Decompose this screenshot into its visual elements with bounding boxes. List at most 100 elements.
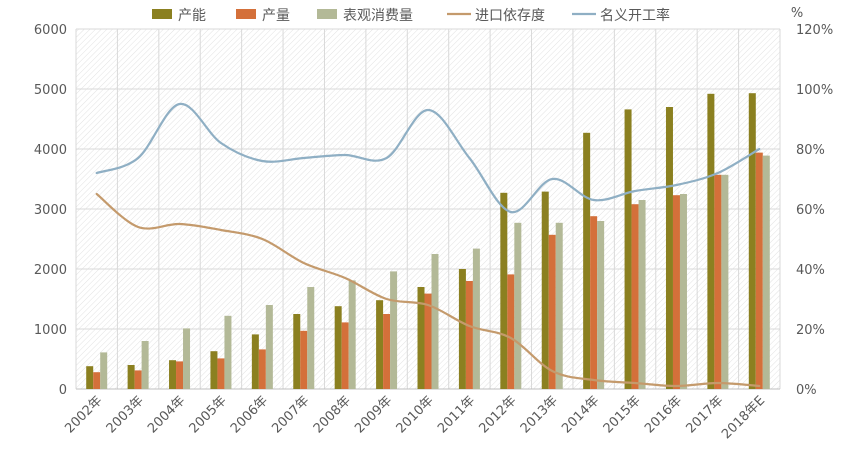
right-axis-tick-label: 20%: [796, 323, 825, 338]
bar: [127, 365, 135, 389]
left-axis-tick-label: 3000: [34, 203, 67, 218]
bar: [507, 274, 515, 389]
lines: [95, 102, 761, 388]
bar: [141, 341, 149, 389]
legend-label: 产量: [262, 8, 290, 24]
x-axis-tick-label: 2002年: [62, 393, 105, 436]
bar: [555, 222, 563, 389]
bar: [348, 280, 356, 389]
bar: [293, 314, 301, 389]
right-axis-tick-label: 0%: [796, 383, 817, 398]
bar: [631, 204, 639, 389]
bar: [183, 328, 191, 389]
legend-item: 产量: [236, 8, 290, 24]
legend-label: 进口依存度: [475, 8, 545, 24]
bar: [707, 93, 715, 390]
right-axis-tick-label: 100%: [796, 83, 833, 98]
legend-swatch: [152, 9, 172, 19]
bar: [169, 360, 177, 389]
x-axis-tick-label: 2007年: [269, 393, 312, 436]
bar: [341, 322, 349, 389]
legend: 产能 产量 表观消费量 进口依存度 名义开工率: [152, 7, 670, 24]
x-axis-tick-label: 2005年: [187, 393, 230, 436]
bar: [472, 248, 480, 389]
x-axis-tick-label: 2015年: [601, 393, 644, 436]
bars: [86, 93, 770, 390]
bar: [390, 271, 398, 389]
bar: [417, 287, 425, 389]
x-axis-tick-label: 2004年: [145, 393, 188, 436]
x-axis-tick-label: 2008年: [311, 393, 354, 436]
x-axis-tick-label: 2003年: [104, 393, 147, 436]
bar: [217, 358, 225, 389]
bar: [500, 192, 508, 389]
legend-item: 进口依存度: [447, 8, 545, 24]
legend-label: 产能: [178, 8, 206, 24]
bar: [376, 300, 384, 389]
legend-item: 产能: [152, 8, 206, 24]
bar: [541, 191, 549, 389]
legend-label: 表观消费量: [343, 8, 413, 24]
x-axis-tick-label: 2014年: [559, 393, 602, 436]
bar: [93, 372, 101, 389]
bar: [672, 195, 680, 389]
bar: [755, 152, 763, 389]
right-axis-tick-label: 40%: [796, 263, 825, 278]
right-axis-tick-label: 80%: [796, 143, 825, 158]
legend-swatch: [317, 9, 337, 19]
bar: [638, 200, 646, 389]
bar: [300, 330, 308, 389]
bar: [597, 221, 605, 389]
bar: [383, 314, 391, 389]
right-axis-tick-label: 120%: [796, 23, 833, 38]
bar: [624, 109, 632, 390]
bar: [679, 194, 687, 389]
bar: [86, 366, 94, 389]
series-line: [95, 192, 761, 388]
bar: [424, 293, 432, 389]
left-axis-tick-label: 4000: [34, 143, 67, 158]
right-axis-tick-label: 60%: [796, 203, 825, 218]
left-axis-tick-label: 2000: [34, 263, 67, 278]
series-line: [95, 102, 761, 214]
bar: [714, 174, 722, 389]
bar: [431, 254, 439, 389]
bar: [251, 334, 259, 389]
x-axis-tick-label: 2010年: [394, 393, 437, 436]
x-axis-tick-label: 2018年E: [719, 393, 768, 442]
x-axis-tick-label: 2012年: [476, 393, 519, 436]
legend-item: 表观消费量: [317, 8, 413, 24]
bar: [762, 155, 770, 389]
bar: [334, 306, 342, 389]
bar: [134, 370, 142, 389]
bar: [665, 107, 673, 389]
left-axis-tick-label: 0: [59, 383, 67, 398]
bar: [590, 216, 598, 389]
bar: [465, 281, 473, 389]
bar: [748, 93, 756, 389]
legend-item: 名义开工率: [572, 7, 670, 24]
bar: [176, 361, 184, 389]
x-axis-tick-label: 2016年: [642, 393, 685, 436]
right-axis-unit: %: [791, 6, 803, 21]
x-axis-tick-label: 2013年: [518, 393, 561, 436]
bar: [514, 222, 522, 389]
legend-label: 名义开工率: [600, 7, 670, 24]
bar: [100, 352, 108, 389]
bar: [224, 315, 232, 389]
left-axis-tick-label: 6000: [34, 23, 67, 38]
grid-lines: [75, 28, 781, 390]
bar: [307, 287, 315, 389]
bar: [458, 269, 466, 389]
x-axis-tick-label: 2011年: [435, 393, 478, 436]
bar: [583, 132, 591, 390]
left-axis-tick-label: 5000: [34, 83, 67, 98]
bar: [265, 305, 273, 389]
bar: [721, 174, 729, 389]
left-axis-tick-label: 1000: [34, 323, 67, 338]
x-axis-tick-label: 2009年: [352, 393, 395, 436]
bar: [258, 349, 266, 389]
bar: [210, 351, 218, 389]
